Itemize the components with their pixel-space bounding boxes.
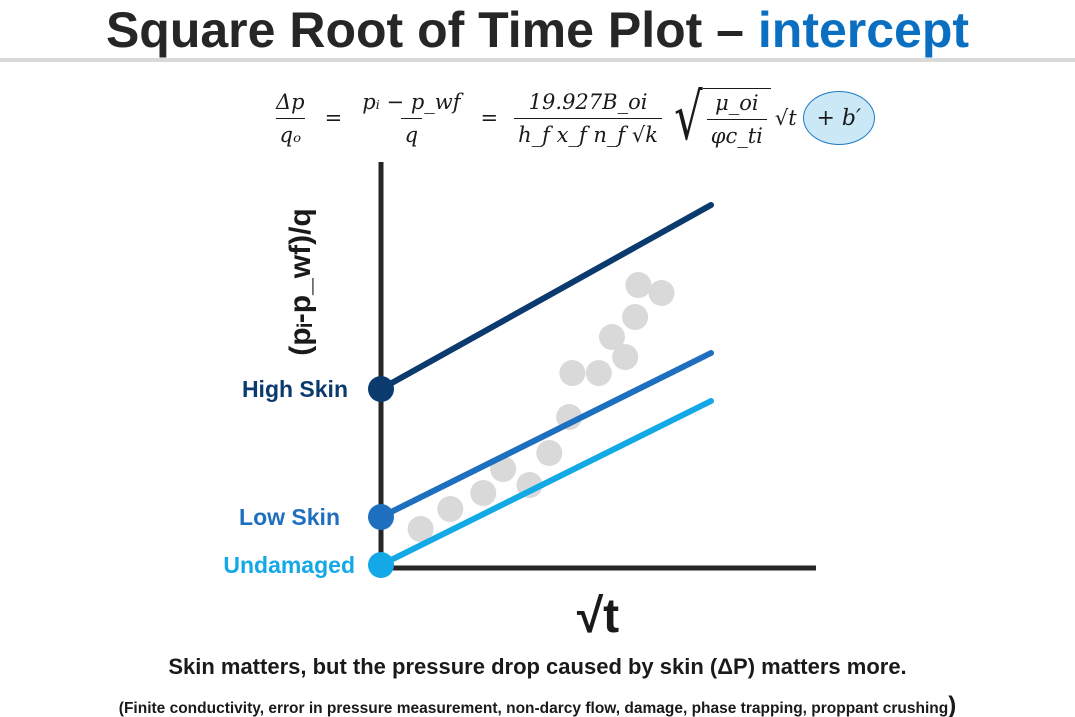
- mid-numerator: pᵢ − p_wf: [362, 89, 461, 114]
- coef-denominator: h_f x_f n_f √k: [514, 117, 662, 147]
- root-fraction: μ_oi φc_ti: [706, 91, 767, 148]
- undamaged-label: Undamaged: [223, 552, 355, 578]
- lhs-numerator: Δp: [276, 89, 305, 114]
- skin-lines: [378, 202, 714, 568]
- scatter-point: [625, 272, 652, 298]
- intercept-highlight: + b′: [802, 91, 875, 145]
- root-denominator: φc_ti: [706, 119, 767, 148]
- formula-lhs: Δp qₒ: [272, 90, 309, 147]
- formula-root: √ μ_oi φc_ti: [668, 86, 771, 150]
- title-main: Square Root of Time Plot –: [105, 2, 744, 58]
- formula-coefficient: 19.927B_oi h_f x_f n_f √k: [514, 90, 662, 147]
- mid-denominator: q: [400, 117, 423, 147]
- scatter-point: [648, 280, 675, 306]
- formula: Δp qₒ = pᵢ − p_wf q = 19.927B_oi h_f x_f…: [268, 68, 875, 168]
- series-labels: High Skin Low Skin Undamaged: [223, 376, 355, 578]
- formula-mid: pᵢ − p_wf q: [358, 90, 464, 147]
- footer-sub: (Finite conductivity, error in pressure …: [0, 692, 1075, 717]
- intercept-dots: [368, 376, 394, 578]
- scatter-points: [407, 272, 675, 542]
- scatter-point: [559, 360, 586, 386]
- scatter-point: [407, 516, 434, 542]
- coef-numerator: 19.927B_oi: [528, 89, 648, 114]
- high-skin-intercept-dot: [368, 376, 394, 402]
- scatter-point: [536, 440, 563, 466]
- title-accent: intercept: [757, 2, 970, 58]
- slide-title: Square Root of Time Plot – intercept: [0, 2, 1075, 58]
- scatter-point: [612, 344, 639, 370]
- scatter-point: [585, 360, 612, 386]
- undamaged-line: [378, 398, 714, 568]
- equals-sign: =: [324, 106, 343, 130]
- low-skin-line: [378, 350, 714, 520]
- high-skin-line: [378, 202, 714, 392]
- low-skin-intercept-dot: [368, 504, 394, 530]
- low-skin-label: Low Skin: [239, 504, 340, 530]
- scatter-point: [622, 304, 649, 330]
- equals-sign: =: [480, 106, 499, 130]
- footer-sub-text: (Finite conductivity, error in pressure …: [118, 700, 949, 717]
- undamaged-intercept-dot: [368, 552, 394, 578]
- footer-main: Skin matters, but the pressure drop caus…: [168, 654, 907, 679]
- high-skin-label: High Skin: [242, 376, 348, 402]
- x-axis-label: √t: [577, 590, 619, 643]
- scatter-point: [599, 324, 625, 350]
- intercept-term: + b′: [816, 105, 861, 131]
- scatter-point: [437, 496, 464, 522]
- footer-sub-close: ): [948, 692, 957, 717]
- root-numerator: μ_oi: [715, 91, 759, 115]
- radical-icon: √: [674, 81, 703, 155]
- formula-time-term: √t: [774, 106, 797, 130]
- lhs-denominator: qₒ: [275, 117, 306, 147]
- y-axis-label: (pᵢ-p_wf)/q: [284, 208, 317, 356]
- scatter-point: [470, 480, 497, 506]
- title-divider: [0, 58, 1075, 62]
